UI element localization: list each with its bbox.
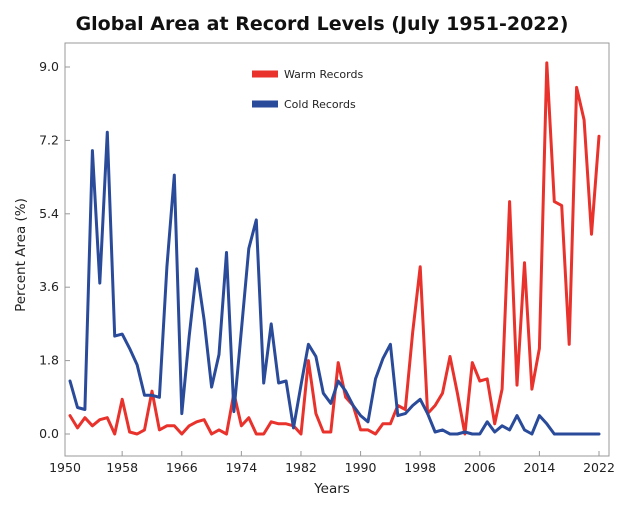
legend-label: Warm Records xyxy=(284,68,363,81)
x-tick-label: 1966 xyxy=(166,460,198,475)
x-axis: 1950 1958 1966 1974 1982 1990 1998 2006 2014 2022 xyxy=(49,451,615,475)
y-tick-label: 3.6 xyxy=(39,279,59,294)
x-tick-label: 2022 xyxy=(583,460,615,475)
x-tick-label: 2006 xyxy=(464,460,496,475)
y-axis-label: Percent Area (%) xyxy=(13,198,29,312)
y-tick-label: 5.4 xyxy=(39,206,59,221)
y-tick-label: 9.0 xyxy=(39,59,59,74)
x-tick-label: 1998 xyxy=(404,460,436,475)
x-tick-label: 1982 xyxy=(285,460,317,475)
x-tick-label: 2014 xyxy=(523,460,555,475)
y-tick-label: 1.8 xyxy=(39,353,59,368)
y-tick-label: 7.2 xyxy=(39,132,59,147)
x-axis-label: Years xyxy=(313,481,350,497)
x-tick-label: 1990 xyxy=(345,460,377,475)
series-layer xyxy=(68,61,601,436)
x-tick-label: 1950 xyxy=(49,460,81,475)
y-axis: 0.0 1.8 3.6 5.4 7.2 9.0 xyxy=(39,59,70,441)
chart-title: Global Area at Record Levels (July 1951-… xyxy=(76,13,569,35)
x-tick-label: 1958 xyxy=(106,460,138,475)
x-tick-label: 1974 xyxy=(225,460,257,475)
legend-label: Cold Records xyxy=(284,98,356,111)
series-line-warm-records xyxy=(68,61,601,436)
series-line-cold-records xyxy=(68,130,601,436)
y-tick-label: 0.0 xyxy=(39,426,59,441)
plot-frame xyxy=(64,42,610,457)
legend: Warm Records Cold Records xyxy=(252,68,363,111)
